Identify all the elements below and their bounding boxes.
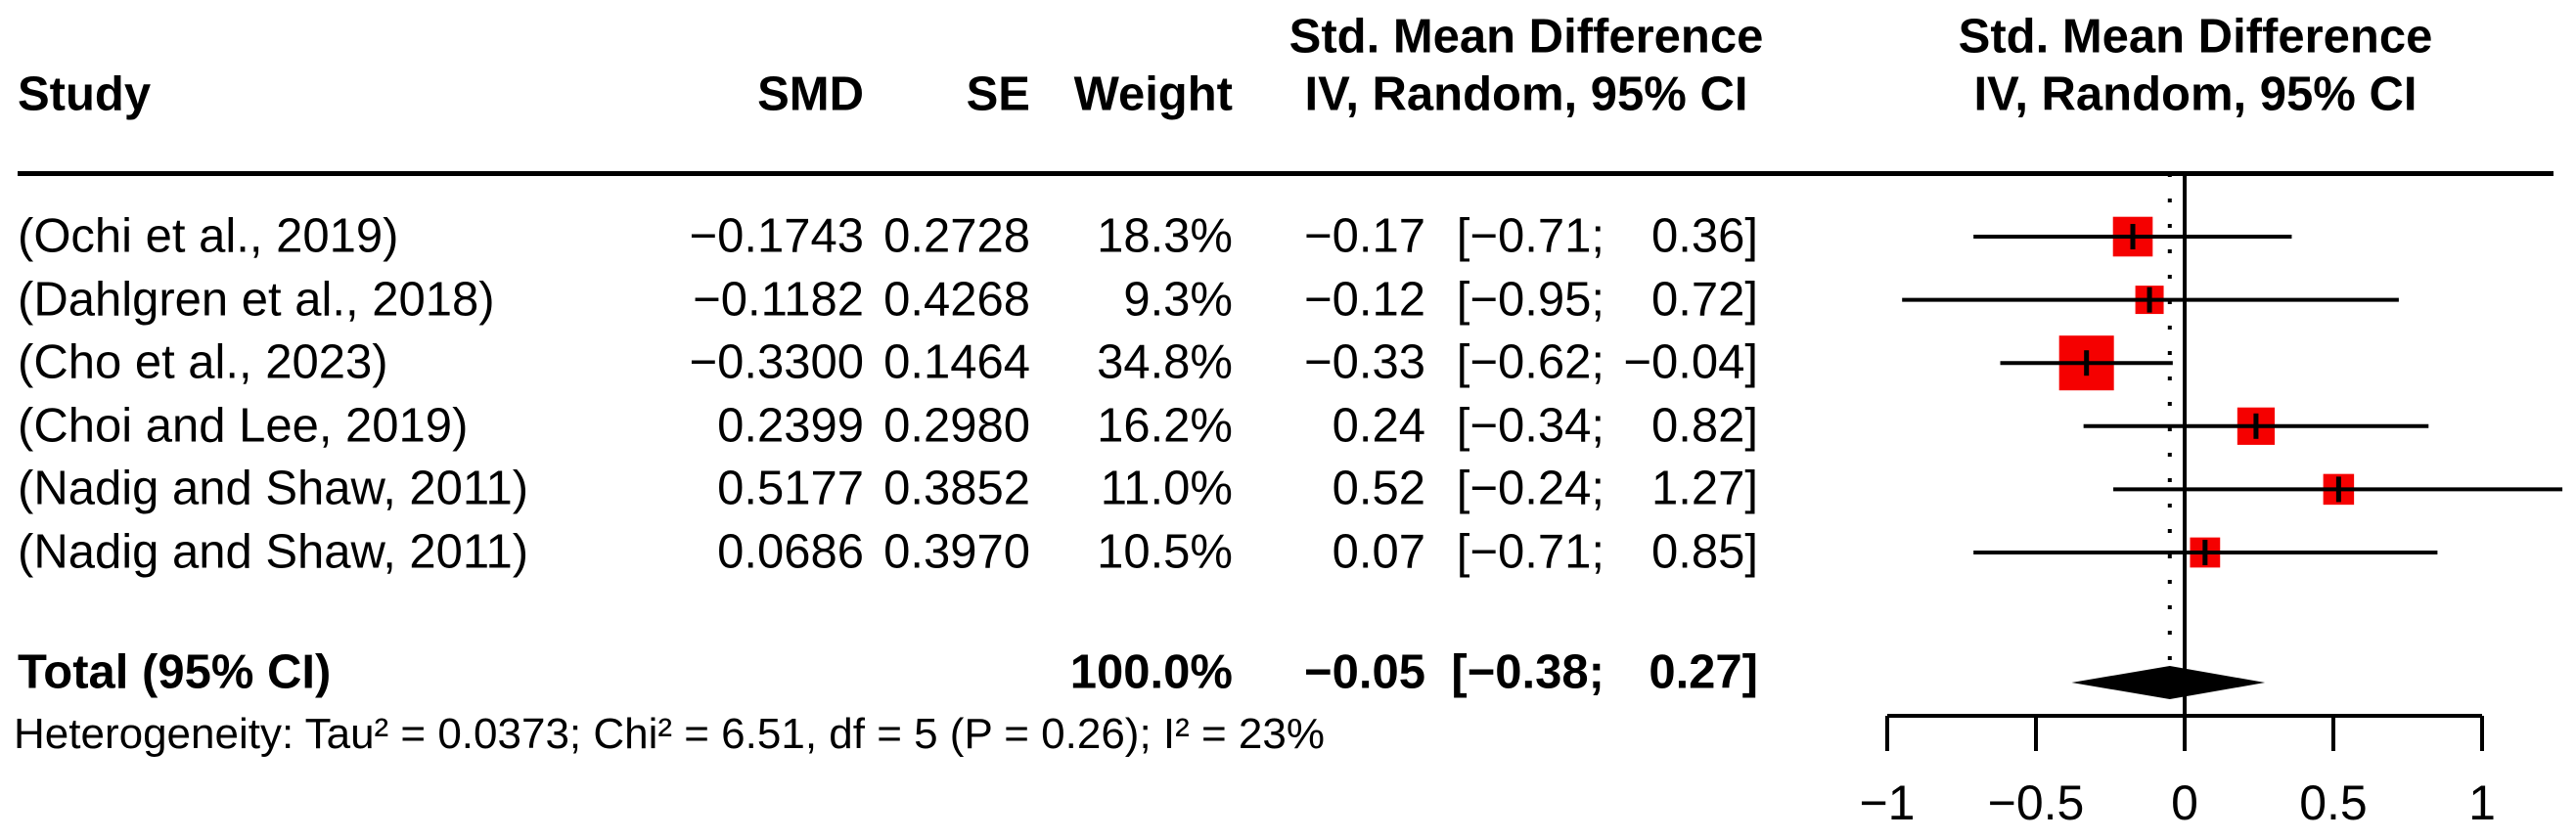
total-weight: 100.0% (1069, 645, 1233, 699)
se-value: 0.1464 (883, 335, 1030, 389)
smd-value: −0.1182 (693, 272, 864, 326)
weight-value: 16.2% (1097, 399, 1233, 453)
ci-upper: 0.72] (1651, 272, 1758, 326)
ci-lower: [−0.71; (1456, 525, 1604, 579)
ci-lower: [−0.34; (1456, 399, 1604, 453)
weight-value: 18.3% (1097, 209, 1233, 263)
ci-upper: 0.36] (1651, 209, 1758, 263)
ci-estimate: 0.52 (1332, 462, 1425, 515)
weight-value: 11.0% (1100, 462, 1233, 515)
ci-lower: [−0.95; (1456, 272, 1604, 326)
study-label: (Choi and Lee, 2019) (18, 399, 469, 453)
plot-column-header-line2: IV, Random, 95% CI (1973, 67, 2418, 121)
column-header-study: Study (18, 67, 152, 121)
effect-column-header-line1: Std. Mean Difference (1288, 10, 1764, 64)
effect-column-header-line2: IV, Random, 95% CI (1304, 67, 1748, 121)
header-rule (18, 171, 2553, 176)
total-ci-lower: [−0.38; (1451, 645, 1604, 699)
column-header-se: SE (966, 67, 1030, 121)
smd-value: 0.0686 (717, 525, 864, 579)
smd-value: −0.1743 (689, 209, 865, 263)
heterogeneity-text: Heterogeneity: Tau² = 0.0373; Chi² = 6.5… (14, 709, 1325, 758)
point-estimate-marker (2202, 540, 2208, 565)
se-value: 0.3970 (883, 525, 1030, 579)
smd-value: −0.3300 (689, 335, 865, 389)
ci-upper: 0.85] (1651, 525, 1758, 579)
study-label: (Nadig and Shaw, 2011) (18, 462, 529, 515)
point-estimate-marker (2147, 287, 2152, 313)
total-ci-estimate: −0.05 (1304, 645, 1425, 699)
ci-estimate: −0.12 (1304, 272, 1425, 326)
weight-value: 9.3% (1123, 272, 1233, 326)
x-axis-tick-label: −1 (1859, 775, 1915, 830)
ci-estimate: 0.24 (1332, 399, 1425, 453)
column-header-smd: SMD (757, 67, 864, 121)
point-estimate-marker (2084, 350, 2090, 376)
ci-estimate: 0.07 (1332, 525, 1425, 579)
point-estimate-marker (2253, 413, 2259, 439)
weight-value: 34.8% (1097, 335, 1233, 389)
weight-value: 10.5% (1097, 525, 1233, 579)
se-value: 0.2980 (883, 399, 1030, 453)
se-value: 0.2728 (883, 209, 1030, 263)
x-axis-tick-label: 0.5 (2299, 775, 2368, 830)
ci-lower: [−0.71; (1456, 209, 1604, 263)
study-label: (Nadig and Shaw, 2011) (18, 525, 529, 579)
pooled-diamond (2071, 666, 2266, 699)
plot-column-header-line1: Std. Mean Difference (1958, 10, 2433, 64)
total-label: Total (95% CI) (18, 645, 332, 699)
ci-upper: 0.82] (1651, 399, 1758, 453)
ci-upper: 1.27] (1651, 462, 1758, 515)
column-header-weight: Weight (1073, 67, 1233, 121)
ci-upper: −0.04] (1623, 335, 1758, 389)
se-value: 0.4268 (883, 272, 1030, 326)
point-estimate-marker (2335, 476, 2341, 503)
study-label: (Dahlgren et al., 2018) (18, 272, 495, 326)
x-axis-tick-label: 1 (2468, 775, 2496, 830)
ci-estimate: −0.17 (1304, 209, 1425, 263)
ci-estimate: −0.33 (1304, 335, 1425, 389)
smd-value: 0.5177 (717, 462, 864, 515)
total-ci-upper: 0.27] (1649, 645, 1758, 699)
ci-lower: [−0.24; (1456, 462, 1604, 515)
ci-lower: [−0.62; (1456, 335, 1604, 389)
study-label: (Ochi et al., 2019) (18, 209, 399, 263)
smd-value: 0.2399 (717, 399, 864, 453)
x-axis-tick-label: 0 (2171, 775, 2198, 830)
se-value: 0.3852 (883, 462, 1030, 515)
x-axis-tick-label: −0.5 (1988, 775, 2085, 830)
point-estimate-marker (2130, 224, 2136, 249)
study-label: (Cho et al., 2023) (18, 335, 388, 389)
